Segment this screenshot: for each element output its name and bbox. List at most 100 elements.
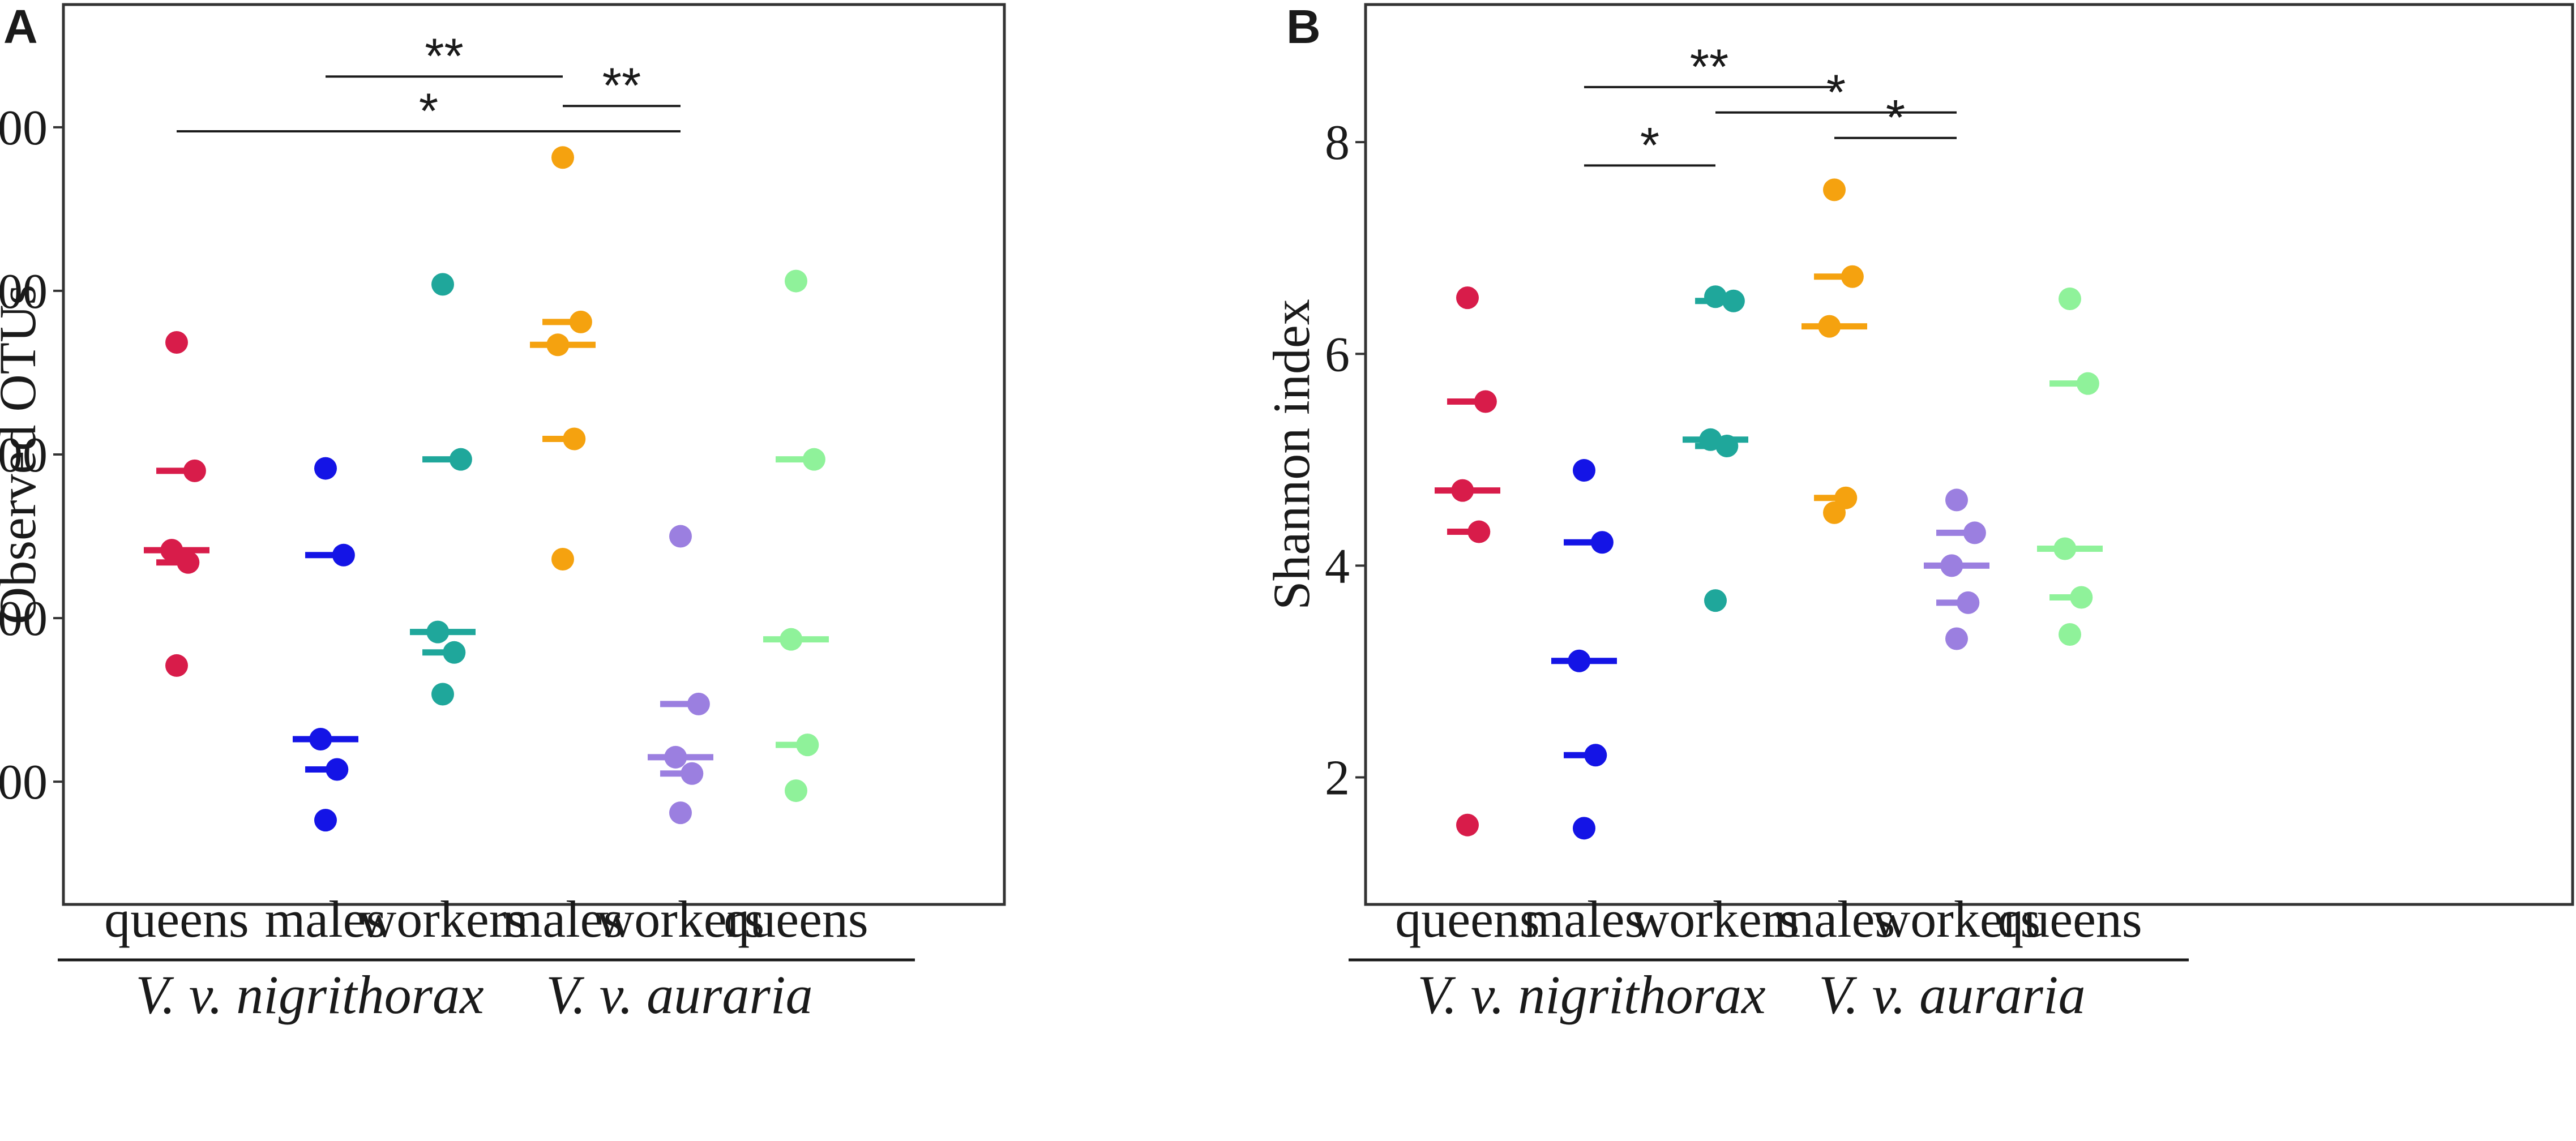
panel-b-plot-frame bbox=[1364, 3, 2574, 906]
panel-b-data-point bbox=[2070, 586, 2093, 609]
panel-b-data-point bbox=[1704, 589, 1727, 612]
panel-b-category-label: workers bbox=[1632, 890, 1799, 948]
panel-a-data-point bbox=[681, 762, 704, 785]
panel-b-significance-label: ** bbox=[1690, 38, 1729, 95]
panel-b-data-point bbox=[1456, 286, 1479, 310]
panel-a-series-1 bbox=[144, 331, 209, 677]
panel-b-data-point bbox=[1573, 459, 1595, 482]
panel-a-data-point bbox=[780, 628, 803, 651]
panel-b-data-point bbox=[1957, 591, 1980, 614]
panel-b-series-3 bbox=[1683, 285, 1748, 612]
panel-b-group-label: V. v. auraria bbox=[1818, 964, 2085, 1025]
panel-a-data-point bbox=[314, 457, 337, 480]
panel-a-data-point bbox=[796, 734, 819, 757]
panel-a-category-label: males bbox=[265, 890, 387, 948]
panel-a-data-point bbox=[165, 654, 188, 677]
panel-b-data-point bbox=[2076, 372, 2099, 395]
panel-a-series-3 bbox=[410, 273, 476, 706]
panel-b-data-point bbox=[2059, 288, 2081, 311]
panel-b-category-label: males bbox=[1774, 890, 1895, 948]
panel-b-label: B bbox=[1286, 0, 1321, 53]
panel-b-data-point bbox=[1704, 285, 1727, 308]
panel-a-series bbox=[144, 146, 829, 832]
panel-b-series-6 bbox=[2037, 288, 2103, 646]
panel-a-data-point bbox=[431, 273, 454, 296]
panel-a-data-point bbox=[449, 448, 472, 471]
panel-b-series-4 bbox=[1802, 178, 1867, 524]
panel-a-y-tick-label: 800 bbox=[0, 264, 48, 319]
panel-a-data-point bbox=[165, 331, 188, 354]
panel-a-data-point bbox=[332, 543, 355, 567]
panel-b-y-tick-label: 4 bbox=[1325, 539, 1350, 594]
panel-a-significance-label: * bbox=[419, 83, 438, 139]
panel-b-significance-label: * bbox=[1640, 117, 1659, 173]
panel-b-data-point bbox=[1722, 289, 1745, 312]
panel-a-plot-frame bbox=[62, 3, 1006, 906]
panel-a-y-ticks: 200 400 600 800 1000 bbox=[0, 101, 63, 810]
panel-a-data-point bbox=[160, 539, 183, 562]
panel-b-category-label: workers bbox=[1873, 890, 2040, 948]
panel-a-data-point bbox=[546, 333, 570, 357]
panel-a-data-point bbox=[551, 548, 574, 571]
panel-a-data-point bbox=[785, 779, 807, 803]
panel-b-data-point bbox=[1945, 488, 1968, 512]
panel-b-series-5 bbox=[1924, 488, 1989, 650]
panel-b-data-point bbox=[1945, 627, 1968, 650]
panel-b-data-point bbox=[2059, 623, 2081, 646]
panel-b-data-point bbox=[1715, 435, 1739, 458]
panel-a-label: A bbox=[3, 0, 38, 53]
panel-a-data-point bbox=[551, 146, 574, 169]
panel-a-data-point bbox=[669, 801, 692, 825]
panel-a-significance-label: ** bbox=[602, 57, 641, 113]
panel-a-group-label: V. v. nigrithorax bbox=[135, 964, 483, 1025]
panel-b-significance-brackets: ** * ** bbox=[1584, 38, 1957, 173]
panel-a-category-label: males bbox=[502, 890, 624, 948]
panel-b-significance-label: * bbox=[1826, 64, 1846, 120]
panel-a-category-label: queens bbox=[104, 890, 249, 948]
panel-a-data-point bbox=[426, 620, 450, 644]
panel-a-y-axis-title: Observed OTUs bbox=[0, 285, 46, 624]
panel-b-data-point bbox=[2053, 537, 2077, 560]
panel-a-series-5 bbox=[648, 525, 713, 825]
panel-a-series-6 bbox=[763, 269, 829, 803]
panel-b-group-label: V. v. nigrithorax bbox=[1417, 964, 1765, 1025]
panel-b-data-point bbox=[1451, 479, 1474, 502]
panel-b-data-point bbox=[1823, 178, 1846, 201]
panel-a-category-label: workers bbox=[597, 890, 764, 948]
panel-b-data-point bbox=[1818, 315, 1841, 338]
panel-a-data-point bbox=[687, 692, 710, 715]
panel-b-data-point bbox=[1940, 554, 1963, 577]
panel-b-data-point bbox=[1474, 390, 1497, 413]
panel-b-series-2 bbox=[1551, 459, 1617, 840]
panel-b-data-point bbox=[1568, 649, 1591, 672]
panel-a-y-tick-label: 400 bbox=[0, 591, 48, 646]
panel-a-data-point bbox=[563, 427, 586, 451]
panel-b-data-point bbox=[1823, 501, 1846, 524]
panel-a-category-label: queens bbox=[724, 890, 868, 948]
panel-a-data-point bbox=[669, 525, 692, 548]
panel-b-y-tick-label: 2 bbox=[1325, 751, 1350, 806]
panel-b-category-label: males bbox=[1524, 890, 1645, 948]
panel-a-data-point bbox=[569, 310, 592, 333]
panel-b-y-axis-title: Shannon index bbox=[1263, 299, 1320, 610]
panel-b-y-tick-label: 6 bbox=[1325, 327, 1350, 382]
panel-b-group-labels: V. v. nigrithorax V. v. auraria bbox=[1349, 958, 2189, 1025]
panel-a: A Observed OTUs 2004006008001000 ***** q… bbox=[0, 0, 1006, 1025]
panel-b-data-point bbox=[1590, 531, 1614, 554]
panel-a-data-point bbox=[314, 809, 337, 832]
panel-b-data-point bbox=[1841, 265, 1864, 288]
panel-b-data-point bbox=[1467, 520, 1491, 543]
panel-a-data-point bbox=[183, 459, 206, 482]
panel-a-series-4 bbox=[530, 146, 596, 571]
panel-a-data-point bbox=[326, 758, 349, 781]
panel-a-group-label: V. v. auraria bbox=[546, 964, 812, 1025]
panel-a-data-point bbox=[802, 448, 825, 471]
panel-a-significance-label: ** bbox=[425, 28, 464, 84]
panel-b-series-1 bbox=[1435, 286, 1500, 837]
panel-a-series-2 bbox=[293, 457, 358, 832]
panel-b-data-point bbox=[1963, 521, 1986, 544]
